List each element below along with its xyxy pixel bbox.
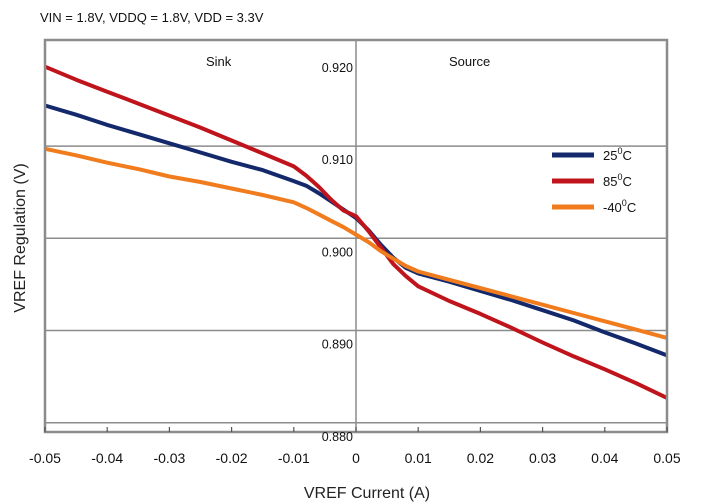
x-tick-label--0.02: -0.02 [216,450,248,466]
series-line--40 [44,146,668,340]
x-tick-label--0.04: -0.04 [91,450,123,466]
x-tick-label--0.05: -0.05 [29,450,61,466]
x-tick-label-0.03: 0.03 [529,450,556,466]
chart-conditions-title: VIN = 1.8V, VDDQ = 1.8V, VDD = 3.3V [40,10,264,25]
x-tick-label-0.05: 0.05 [653,450,680,466]
legend: 250C 850C -400C [552,146,636,215]
y-tick-label-0.910: 0.910 [322,153,353,167]
x-tick-label--0.01: -0.01 [278,450,310,466]
x-tick-label-0.04: 0.04 [591,450,618,466]
legend-label-85: 850C [603,172,632,189]
source-region-label: Source [449,54,490,69]
x-tick-label-0.01: 0.01 [405,450,432,466]
legend-label-25: 250C [603,146,632,163]
y-tick-label-0.880: 0.880 [322,430,353,444]
ticks: 0.920 0.910 0.900 0.890 0.880 -0.05 -0.04 -0.03… [29,61,681,466]
legend-label--40: -400C [603,198,636,215]
x-tick-label-0.02: 0.02 [467,450,494,466]
x-tick-label--0.03: -0.03 [153,450,185,466]
y-tick-label-0.920: 0.920 [322,61,353,75]
y-axis-title: VREF Regulation (V) [12,163,29,312]
y-tick-label-0.890: 0.890 [322,338,353,352]
x-tick-label-0: 0 [352,450,360,466]
x-axis-title: VREF Current (A) [304,485,430,502]
series-lines [44,64,668,400]
y-tick-label-0.900: 0.900 [322,245,353,259]
sink-region-label: Sink [206,54,232,69]
series-line-85 [44,64,668,400]
